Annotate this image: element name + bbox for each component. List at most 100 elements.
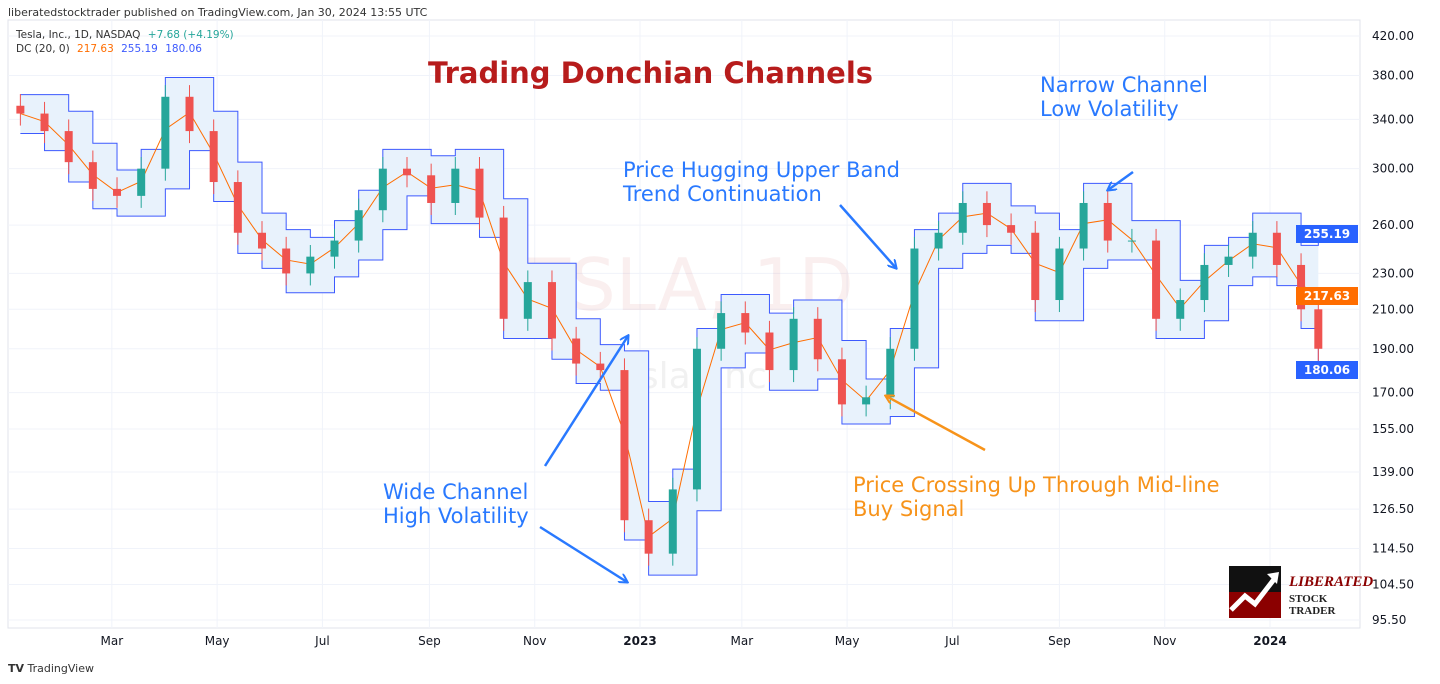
y-tick-label: 114.50 [1372,541,1414,555]
narrow-channel-annotation: Narrow Channel Low Volatility [1040,73,1208,121]
x-tick-label: Mar [101,634,124,648]
y-tick-label: 260.00 [1372,218,1414,232]
candle [161,96,170,169]
candle [282,248,291,274]
tradingview-logo-icon: TV [8,662,25,675]
annotation-line: Price Crossing Up Through Mid-line [853,473,1220,497]
wide-arrow-lower [539,525,627,582]
candle [572,338,581,364]
candle [958,202,967,233]
x-tick-label: 2024 [1253,634,1286,648]
candle [258,232,267,249]
publisher-caption: liberatedstocktrader published on Tradin… [8,6,428,19]
candle [113,188,122,196]
candle [40,113,49,132]
annotation-line: Price Hugging Upper Band [623,158,900,182]
candle [1127,240,1136,242]
annotation-line: Narrow Channel [1040,73,1208,97]
symbol-legend: Tesla, Inc., 1D, NASDAQ +7.68 (+4.19%) [16,29,234,41]
wide-channel-annotation: Wide Channel High Volatility [383,480,529,528]
candle [1248,232,1257,257]
logo-line1: LIBERATED [1289,574,1374,590]
candle [1079,202,1088,249]
candle [789,318,798,371]
y-tick-label: 139.00 [1372,465,1414,479]
annotation-line: Low Volatility [1040,97,1179,121]
candle [1200,264,1209,301]
candle [1152,240,1161,319]
y-tick-label: 95.50 [1372,613,1406,627]
candle [644,520,653,554]
candle [1314,309,1323,349]
change-value: +7.68 (+4.19%) [147,29,234,41]
candle [910,248,919,349]
candle [354,210,363,241]
upper-value: 255.19 [121,43,158,55]
channel-fill [20,77,1319,576]
upper-price-tag: 255.19 [1296,225,1358,243]
x-tick-label: Nov [523,634,546,648]
candle [982,202,991,226]
hugging-annotation: Price Hugging Upper Band Trend Continuat… [623,158,900,206]
candle [475,168,484,218]
candle [1103,202,1112,241]
candle [330,240,339,257]
annotation-line: Wide Channel [383,480,529,504]
candle [934,232,943,249]
candle [209,131,218,183]
candle [668,489,677,554]
logo-icon [1229,566,1281,618]
annotation-line: High Volatility [383,504,529,528]
x-tick-label: Nov [1153,634,1176,648]
candle [1176,300,1185,319]
x-tick-label: Mar [731,634,754,648]
candle [765,332,774,371]
candle [1272,232,1281,265]
candle [717,313,726,349]
x-tick-label: May [835,634,860,648]
tradingview-label: TradingView [27,662,94,675]
crossing-arrow [886,396,986,452]
candle [813,318,822,360]
x-tick-label: 2023 [623,634,656,648]
candle [620,370,629,521]
indicator-label: DC (20, 0) [16,43,70,55]
candle [1007,225,1016,233]
annotation-line: Trend Continuation [623,182,822,206]
y-tick-label: 210.00 [1372,302,1414,316]
y-tick-label: 155.00 [1372,422,1414,436]
annotation-line: Buy Signal [853,497,965,521]
candle [185,96,194,132]
candle [88,162,97,189]
candle [233,182,242,233]
candle [596,363,605,371]
x-tick-label: Sep [1048,634,1071,648]
candle [837,359,846,405]
x-tick-label: May [205,634,230,648]
candle [1224,256,1233,265]
y-tick-label: 230.00 [1372,266,1414,280]
tradingview-footer[interactable]: TV TradingView [8,662,94,675]
y-tick-label: 170.00 [1372,386,1414,400]
lower-price-tag: 180.06 [1296,361,1358,379]
candle [499,217,508,319]
candle [137,168,146,196]
wide-arrow-upper [543,336,628,467]
narrow-arrow [1108,170,1134,190]
indicator-legend[interactable]: DC (20, 0) 217.63 255.19 180.06 [16,43,202,55]
logo-line2: STOCK TRADER [1289,593,1336,617]
x-tick-label: Jul [314,634,329,648]
crossing-annotation: Price Crossing Up Through Mid-line Buy S… [853,473,1220,521]
candle [427,175,436,203]
lower-value: 180.06 [165,43,202,55]
y-tick-label: 190.00 [1372,342,1414,356]
y-tick-label: 300.00 [1372,162,1414,176]
candle [451,168,460,203]
y-tick-label: 104.50 [1372,577,1414,591]
liberated-stock-trader-logo: LIBERATED STOCK TRADER [1229,566,1373,618]
candle [378,168,387,211]
symbol-label: Tesla, Inc., 1D, NASDAQ [16,29,141,41]
candle [886,348,895,398]
candle [402,168,411,176]
